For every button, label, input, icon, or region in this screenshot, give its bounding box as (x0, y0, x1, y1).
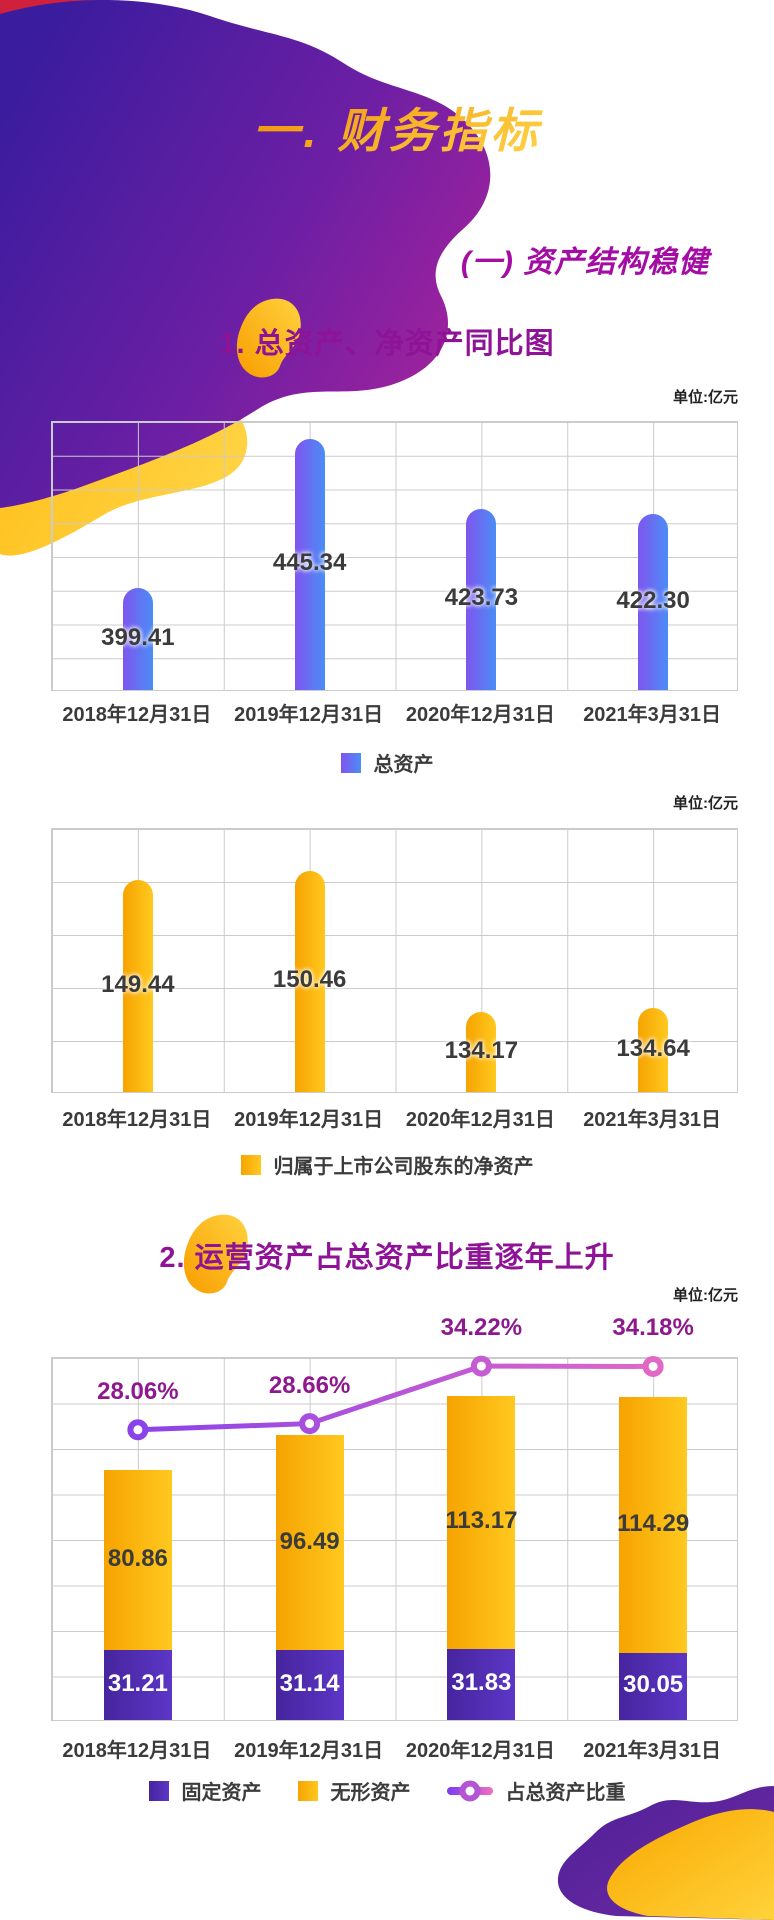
total-assets-bar-2 (466, 508, 497, 690)
legend-label: 无形资产 (330, 1782, 411, 1804)
total-assets-value-label-3: 422.30 (616, 586, 690, 614)
total-assets-x-axis: 2018年12月31日 2019年12月31日 2020年12月31日 2021… (51, 698, 738, 727)
net-assets-chart-plot: 149.44 150.46 134.17 134.64 (51, 828, 738, 1093)
net-assets-bar-0 (122, 879, 153, 1092)
asset-structure-fixed-seg-1 (275, 1650, 344, 1720)
total-assets-bar-3 (638, 513, 669, 690)
asset-structure-ratio-label-1: 28.66% (268, 1371, 351, 1399)
x-tick: 2019年12月31日 (234, 704, 384, 726)
bottom-yellow-blob (607, 1809, 774, 1920)
x-tick: 2020年12月31日 (405, 704, 555, 726)
asset-structure-ratio-label-2: 34.22% (440, 1314, 523, 1342)
asset-structure-ratio-marker-2 (470, 1355, 492, 1377)
asset-structure-fixed-label-0: 31.21 (107, 1670, 168, 1698)
asset-structure-fixed-label-2: 31.83 (451, 1669, 512, 1697)
section1-title: 1. 总资产、净资产同比图 (219, 328, 555, 360)
legend-label: 固定资产 (181, 1782, 262, 1804)
asset-structure-fixed-label-1: 31.14 (279, 1670, 340, 1698)
asset-structure-x-axis: 2018年12月31日 2019年12月31日 2020年12月31日 2021… (51, 1734, 738, 1763)
unit-label-chart1: 单位:亿元 (673, 389, 738, 406)
unit-label-chart2: 单位:亿元 (673, 795, 738, 812)
x-tick: 2019年12月31日 (234, 1740, 384, 1762)
page-title: 一. 财务指标 (10, 92, 774, 161)
asset-structure-intangible-label-0: 80.86 (107, 1544, 168, 1572)
page-subtitle: (一) 资产结构稳健 (460, 246, 710, 279)
asset-structure-intangible-label-3: 114.29 (617, 1510, 690, 1538)
asset-structure-fixed-label-3: 30.05 (623, 1671, 684, 1699)
asset-structure-ratio-marker-0 (127, 1419, 149, 1441)
asset-structure-ratio-label-0: 28.06% (97, 1377, 179, 1405)
legend-line-ratio-icon (446, 1780, 493, 1801)
legend-swatch-fixed-assets (148, 1780, 169, 1801)
net-assets-value-label-2: 134.17 (444, 1036, 519, 1064)
net-assets-value-label-3: 134.64 (616, 1034, 690, 1062)
net-assets-x-axis: 2018年12月31日 2019年12月31日 2020年12月31日 2021… (51, 1103, 738, 1132)
asset-structure-fixed-seg-2 (447, 1648, 516, 1720)
legend-swatch-intangible-assets (297, 1780, 318, 1801)
legend-swatch-net-assets (240, 1154, 261, 1175)
total-assets-bar-0 (122, 587, 153, 690)
asset-structure-intangible-seg-1 (275, 1434, 344, 1651)
x-tick: 2018年12月31日 (62, 1740, 212, 1762)
total-assets-legend: 总资产 (0, 748, 774, 777)
net-assets-bar-3 (638, 1007, 669, 1092)
asset-structure-intangible-label-1: 96.49 (279, 1527, 340, 1555)
asset-structure-fixed-seg-3 (619, 1652, 688, 1720)
x-tick: 2021年3月31日 (583, 704, 722, 726)
net-assets-legend: 归属于上市公司股东的净资产 (0, 1150, 774, 1179)
asset-structure-fixed-seg-0 (103, 1650, 172, 1720)
section2-title: 2. 运营资产占总资产比重逐年上升 (159, 1242, 615, 1274)
unit-label-chart3: 单位:亿元 (673, 1287, 738, 1304)
x-tick: 2021年3月31日 (583, 1109, 722, 1131)
asset-structure-ratio-marker-1 (299, 1413, 321, 1435)
asset-structure-ratio-line (127, 1355, 664, 1441)
net-assets-bar-1 (294, 870, 325, 1092)
asset-structure-intangible-label-2: 113.17 (445, 1507, 518, 1535)
x-tick: 2020年12月31日 (405, 1109, 555, 1131)
asset-structure-legend: 固定资产 无形资产 占总资产比重 (0, 1776, 774, 1805)
total-assets-value-label-1: 445.34 (272, 549, 347, 577)
legend-label: 占总资产比重 (505, 1782, 626, 1804)
net-assets-value-label-0: 149.44 (101, 970, 175, 998)
total-assets-chart-plot: 399.41 445.34 423.73 422.30 (51, 421, 738, 691)
asset-structure-intangible-seg-2 (447, 1396, 516, 1649)
net-assets-value-label-1: 150.46 (272, 966, 347, 994)
asset-structure-intangible-seg-3 (619, 1397, 688, 1653)
legend-swatch-total-assets (340, 752, 361, 773)
x-tick: 2020年12月31日 (405, 1740, 555, 1762)
legend-label: 总资产 (373, 754, 434, 776)
legend-ring-icon (459, 1780, 480, 1801)
asset-structure-chart-plot: 80.86 31.21 96.49 31.14 113.17 31.83 114.29 30.… (51, 1314, 738, 1721)
x-tick: 2021年3月31日 (583, 1740, 722, 1762)
x-tick: 2018年12月31日 (62, 704, 212, 726)
total-assets-value-label-0: 399.41 (101, 623, 175, 651)
total-assets-value-label-2: 423.73 (444, 584, 519, 612)
asset-structure-intangible-seg-0 (103, 1469, 172, 1651)
x-tick: 2019年12月31日 (234, 1109, 384, 1131)
red-corner-accent (0, 0, 110, 33)
asset-structure-ratio-label-3: 34.18% (612, 1314, 694, 1342)
net-assets-bar-2 (466, 1011, 497, 1092)
asset-structure-ratio-marker-3 (642, 1355, 664, 1377)
legend-label: 归属于上市公司股东的净资产 (273, 1156, 534, 1178)
x-tick: 2018年12月31日 (62, 1109, 212, 1131)
